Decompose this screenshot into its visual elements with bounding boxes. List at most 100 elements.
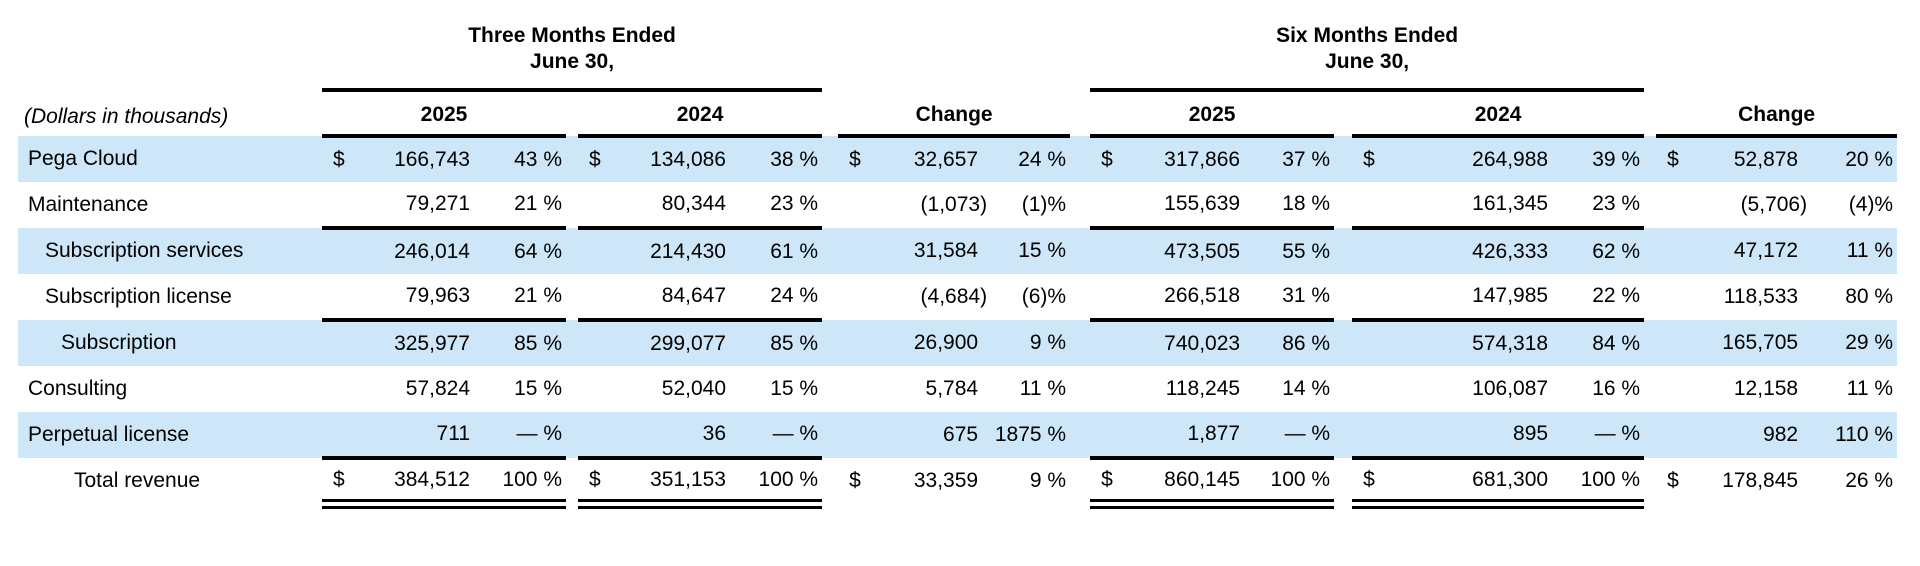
amount-cell: 106,087 <box>1472 377 1549 400</box>
dollar-sign <box>838 182 868 228</box>
column-header-change-3mo: Change <box>838 90 1071 138</box>
amount-cell: 426,333 <box>1472 240 1549 263</box>
dollar-sign <box>838 366 868 412</box>
dollar-sign <box>1090 366 1120 412</box>
amount-cell: 982 <box>1763 423 1799 446</box>
percent-cell: 43 % <box>514 148 562 171</box>
dollar-sign <box>322 366 352 412</box>
percent-cell: (4)% <box>1848 193 1894 216</box>
column-spacer <box>1334 182 1352 228</box>
percent-cell: 24 % <box>1018 148 1067 171</box>
dollar-sign: $ <box>322 458 352 509</box>
dollar-sign <box>1352 274 1383 322</box>
percent-cell: 38 % <box>770 148 819 171</box>
dollar-sign: $ <box>849 469 861 492</box>
dollar-sign <box>1090 320 1120 366</box>
dollar-sign: $ <box>1090 458 1121 509</box>
row-label: Subscription license <box>45 285 232 308</box>
dollar-sign <box>838 228 868 274</box>
percent-cell: 84 % <box>1592 332 1641 355</box>
amount-cell: 118,245 <box>1165 377 1241 400</box>
amount-cell: 740,023 <box>1164 332 1241 355</box>
column-spacer <box>1334 366 1352 412</box>
amount-cell: 147,985 <box>1382 274 1561 322</box>
amount-cell: 57,824 <box>405 377 470 400</box>
amount-cell: (5,706) <box>1740 193 1808 216</box>
column-spacer <box>1644 228 1656 274</box>
dollar-sign <box>1656 366 1686 412</box>
column-spacer <box>822 14 838 90</box>
column-spacer <box>1644 14 1656 90</box>
column-header-2025-6mo: 2025 <box>1090 90 1335 138</box>
table-row: Pega Cloud $166,743 43 % $134,086 38 % $32,65… <box>18 136 1898 182</box>
table-row: Subscription services 246,014 64 % 214,430 6… <box>18 228 1898 274</box>
empty-header <box>1656 14 1897 90</box>
amount-cell: (4,684) <box>920 285 988 308</box>
percent-cell: 100 % <box>1252 458 1335 509</box>
dollar-sign <box>838 274 868 320</box>
percent-cell: (6)% <box>1021 285 1067 308</box>
column-spacer <box>1644 366 1656 412</box>
amount-cell: 214,430 <box>650 240 726 263</box>
percent-cell: 24 % <box>738 274 823 322</box>
empty-header <box>838 14 1070 90</box>
amount-cell: 79,271 <box>352 182 482 230</box>
dollar-sign <box>578 320 608 366</box>
percent-cell: 22 % <box>1560 274 1645 322</box>
dollar-sign <box>322 274 352 322</box>
dollar-sign <box>1352 320 1382 366</box>
dollar-sign: $ <box>1101 148 1113 171</box>
column-spacer <box>566 412 578 458</box>
amount-cell: 165,705 <box>1722 331 1799 354</box>
period-header-row: Three Months Ended June 30, Six Months E… <box>18 14 1897 92</box>
dollar-sign <box>578 412 608 460</box>
percent-cell: 110 % <box>1835 423 1894 446</box>
amount-cell: 325,977 <box>394 332 470 355</box>
dollar-sign <box>322 412 352 460</box>
dollar-sign <box>322 228 352 274</box>
percent-cell: 15 % <box>1018 239 1067 262</box>
amount-cell: 84,647 <box>608 274 738 322</box>
units-label: (Dollars in thousands) <box>24 105 229 128</box>
dollar-sign <box>1090 274 1121 322</box>
percent-cell: 64 % <box>514 240 562 263</box>
dollar-sign: $ <box>1667 469 1679 492</box>
dollar-sign: $ <box>333 148 345 171</box>
percent-cell: 26 % <box>1845 469 1894 492</box>
percent-cell: 23 % <box>1560 182 1645 230</box>
percent-cell: 100 % <box>482 458 566 509</box>
revenue-table: Three Months Ended June 30, Six Months E… <box>18 14 1898 509</box>
period-title-line1: Three Months Ended <box>468 24 676 47</box>
percent-cell: — % <box>482 412 566 460</box>
percent-cell: 15 % <box>770 377 819 400</box>
period-title-line2: June 30, <box>530 50 615 73</box>
percent-cell: 55 % <box>1282 240 1331 263</box>
percent-cell: — % <box>738 412 823 460</box>
dollar-sign <box>1656 274 1686 320</box>
column-spacer <box>1070 366 1090 412</box>
dollar-sign: $ <box>589 148 601 171</box>
column-spacer <box>822 366 838 412</box>
amount-cell: 33,359 <box>913 469 979 492</box>
amount-cell: 32,657 <box>913 148 979 171</box>
column-spacer <box>566 458 578 504</box>
dollar-sign <box>578 228 608 274</box>
period-title-line1: Six Months Ended <box>1276 24 1459 47</box>
column-spacer <box>822 274 838 320</box>
percent-cell: 21 % <box>482 274 566 322</box>
column-spacer <box>1334 228 1352 274</box>
amount-cell: 246,014 <box>394 240 470 263</box>
row-label: Maintenance <box>28 193 149 216</box>
percent-cell: 11 % <box>1846 377 1894 400</box>
column-spacer <box>566 136 578 182</box>
percent-cell: 9 % <box>1029 331 1067 354</box>
percent-cell: 39 % <box>1592 148 1641 171</box>
column-spacer <box>1070 274 1090 320</box>
amount-cell: 31,584 <box>913 239 979 262</box>
dollar-sign <box>1090 228 1120 274</box>
dollar-sign <box>1352 412 1383 460</box>
amount-cell: 26,900 <box>913 331 979 354</box>
column-spacer <box>822 136 838 182</box>
table-row: Maintenance 79,271 21 % 80,344 23 % (1,073) (1… <box>18 182 1897 230</box>
column-spacer <box>1070 90 1090 136</box>
